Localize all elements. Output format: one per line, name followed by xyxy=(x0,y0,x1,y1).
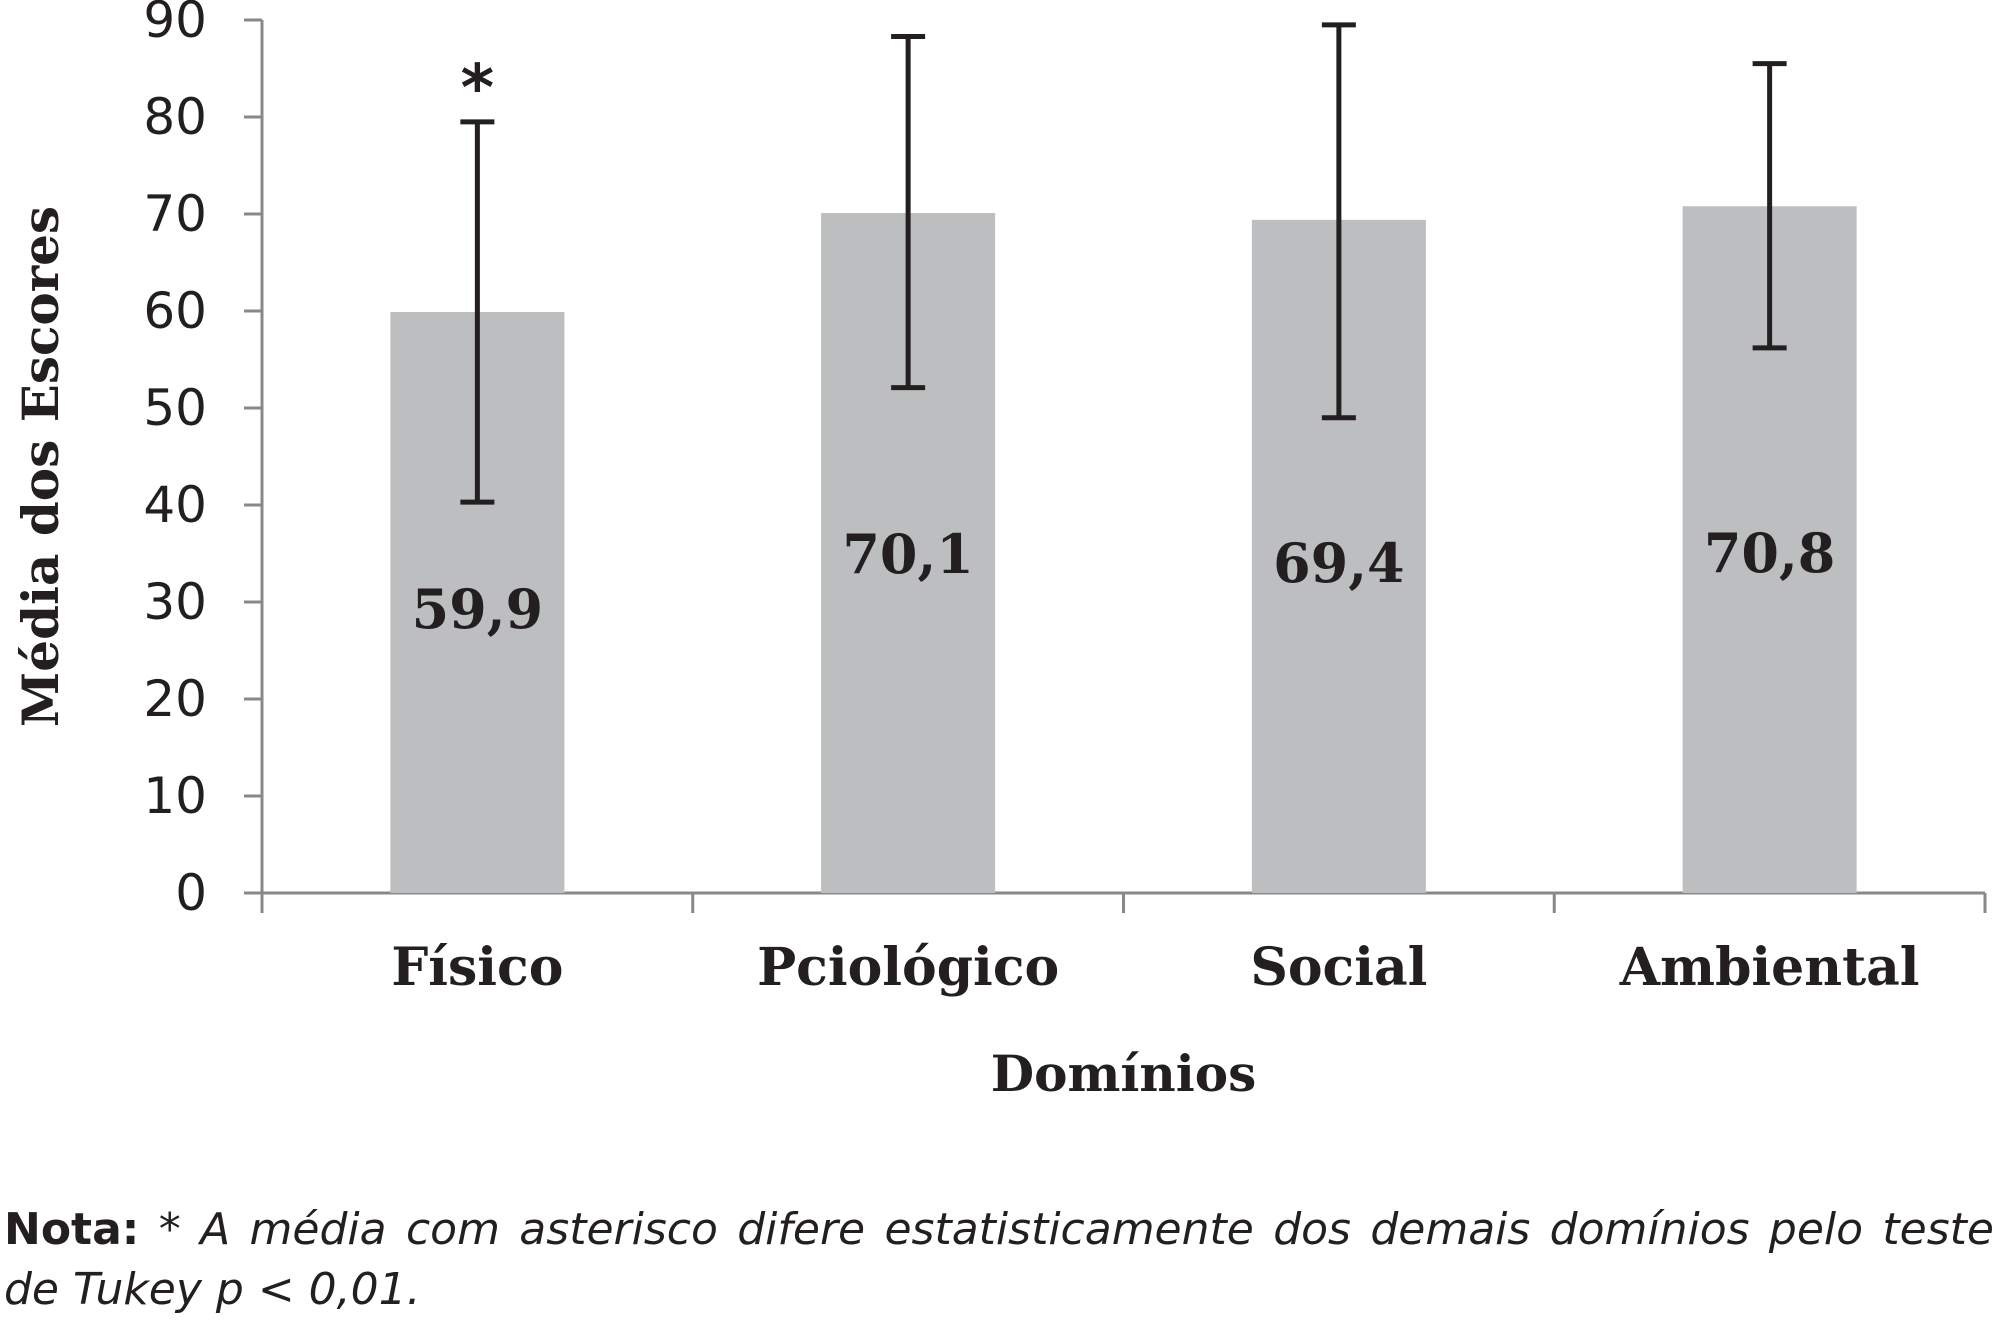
y-tick-label: 40 xyxy=(143,476,207,534)
bar-value-label: 59,9 xyxy=(412,577,544,641)
x-tick-label: Social xyxy=(1250,937,1427,998)
y-tick-label: 20 xyxy=(143,670,207,728)
significance-marker: * xyxy=(461,52,494,126)
footnote-label: Nota: xyxy=(4,1204,140,1255)
footnote: Nota: * A média com asterisco difere est… xyxy=(4,1200,1994,1320)
value-labels: 59,9 70,1 69,4 70,8 xyxy=(412,521,1836,641)
y-axis-title: Média dos Escores xyxy=(11,206,70,727)
error-bars: * xyxy=(460,22,1787,505)
y-tick-label: 80 xyxy=(143,88,207,146)
footnote-text: * A média com asterisco difere estatisti… xyxy=(4,1204,1994,1315)
y-tick-label: 60 xyxy=(143,282,207,340)
y-tick-label: 30 xyxy=(143,573,207,631)
bars xyxy=(390,206,1857,894)
x-axis: Físico Pciológico Social Ambiental xyxy=(260,891,1987,998)
x-tick-label: Pciológico xyxy=(757,937,1059,998)
bar-value-label: 69,4 xyxy=(1273,531,1405,595)
y-tick-label: 0 xyxy=(175,864,207,922)
bar-chart: 0 10 20 30 40 50 60 70 80 90 Físico Pciológico Soci… xyxy=(11,0,1987,1103)
x-tick-label: Físico xyxy=(391,937,563,998)
y-tick-label: 90 xyxy=(143,0,207,49)
y-tick-label: 70 xyxy=(143,185,207,243)
bar-value-label: 70,1 xyxy=(842,522,974,586)
y-tick-label: 10 xyxy=(143,767,207,825)
y-tick-label: 50 xyxy=(143,379,207,437)
x-axis-title: Domínios xyxy=(991,1044,1256,1103)
y-axis: 0 10 20 30 40 50 60 70 80 90 xyxy=(143,0,264,922)
x-tick-label: Ambiental xyxy=(1619,937,1920,998)
bar-value-label: 70,8 xyxy=(1704,521,1836,585)
